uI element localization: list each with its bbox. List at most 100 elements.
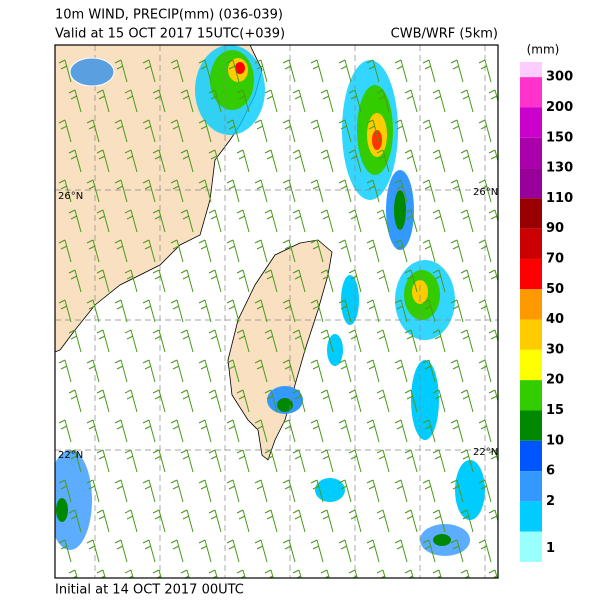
legend-swatch xyxy=(520,228,542,259)
logo xyxy=(69,57,115,87)
barb xyxy=(320,89,334,113)
barb xyxy=(86,299,100,323)
barb xyxy=(460,389,474,413)
barb xyxy=(310,479,324,503)
barb xyxy=(114,239,128,263)
valid-time: Valid at 15 OCT 2017 15UTC(+039) xyxy=(55,27,285,42)
legend-label: 15 xyxy=(546,403,564,418)
legend-label: 40 xyxy=(546,312,564,327)
barb xyxy=(58,119,72,143)
barb xyxy=(236,449,250,473)
barb xyxy=(142,179,156,203)
barb xyxy=(208,269,222,293)
barb xyxy=(310,359,324,383)
barb xyxy=(320,269,334,293)
barb xyxy=(226,539,240,563)
barb xyxy=(114,299,128,323)
barb xyxy=(236,149,250,173)
barb xyxy=(432,509,446,533)
barb xyxy=(142,119,156,143)
barb xyxy=(254,419,268,443)
barb xyxy=(292,149,306,173)
legend-label: 300 xyxy=(546,70,573,85)
barb xyxy=(488,209,498,223)
barb xyxy=(282,179,296,203)
barb xyxy=(264,449,278,473)
barb xyxy=(180,329,194,353)
barb xyxy=(460,209,474,233)
barb xyxy=(310,59,324,83)
barb xyxy=(450,59,464,83)
barb xyxy=(432,389,446,413)
barb xyxy=(394,419,408,443)
barb xyxy=(68,449,82,473)
barb xyxy=(376,209,390,233)
barb xyxy=(404,329,418,353)
legend-swatch xyxy=(520,137,542,169)
barb xyxy=(198,419,212,443)
barb xyxy=(68,209,82,233)
legend-swatch xyxy=(520,168,542,199)
barb xyxy=(226,479,240,503)
barb xyxy=(170,539,184,563)
barb xyxy=(450,239,464,263)
barb xyxy=(488,509,498,523)
barb xyxy=(404,149,418,173)
barb xyxy=(124,89,138,113)
barb xyxy=(170,239,184,263)
barb xyxy=(450,359,464,383)
barb xyxy=(488,149,498,163)
barb xyxy=(376,389,390,413)
barb xyxy=(264,269,278,293)
barb xyxy=(152,389,166,413)
barb xyxy=(226,239,240,263)
barb xyxy=(180,209,194,233)
barb xyxy=(254,359,268,383)
barb xyxy=(96,389,110,413)
legend-swatch xyxy=(520,289,542,320)
barb xyxy=(180,509,194,533)
barb xyxy=(422,359,436,383)
barb xyxy=(124,389,138,413)
barb xyxy=(198,539,212,563)
barb xyxy=(282,119,296,143)
barb xyxy=(86,119,100,143)
barb xyxy=(124,149,138,173)
barb xyxy=(68,269,82,293)
barb xyxy=(236,209,250,233)
barb xyxy=(254,299,268,323)
barb xyxy=(404,269,418,293)
barb xyxy=(422,479,436,503)
legend-swatch xyxy=(520,349,542,381)
barb xyxy=(180,149,194,173)
barb xyxy=(96,149,110,173)
barb xyxy=(198,359,212,383)
legend-swatch xyxy=(520,198,542,229)
barb xyxy=(478,239,492,263)
barb xyxy=(348,509,362,533)
barb xyxy=(58,479,72,503)
wind-barbs xyxy=(58,59,498,578)
barb xyxy=(320,209,334,233)
barb xyxy=(404,509,418,533)
barb xyxy=(310,299,324,323)
barb xyxy=(282,359,296,383)
barb xyxy=(404,389,418,413)
barb xyxy=(478,539,492,563)
barb xyxy=(422,59,436,83)
barb xyxy=(292,449,306,473)
barb xyxy=(226,119,240,143)
barb xyxy=(180,389,194,413)
barb xyxy=(394,479,408,503)
barb xyxy=(292,329,306,353)
graticule xyxy=(55,45,498,578)
barb xyxy=(404,209,418,233)
barb xyxy=(320,149,334,173)
barb xyxy=(170,299,184,323)
barb xyxy=(376,449,390,473)
barb xyxy=(348,209,362,233)
barb xyxy=(488,89,498,103)
legend-swatch xyxy=(520,77,542,108)
barb xyxy=(376,329,390,353)
barb xyxy=(394,239,408,263)
